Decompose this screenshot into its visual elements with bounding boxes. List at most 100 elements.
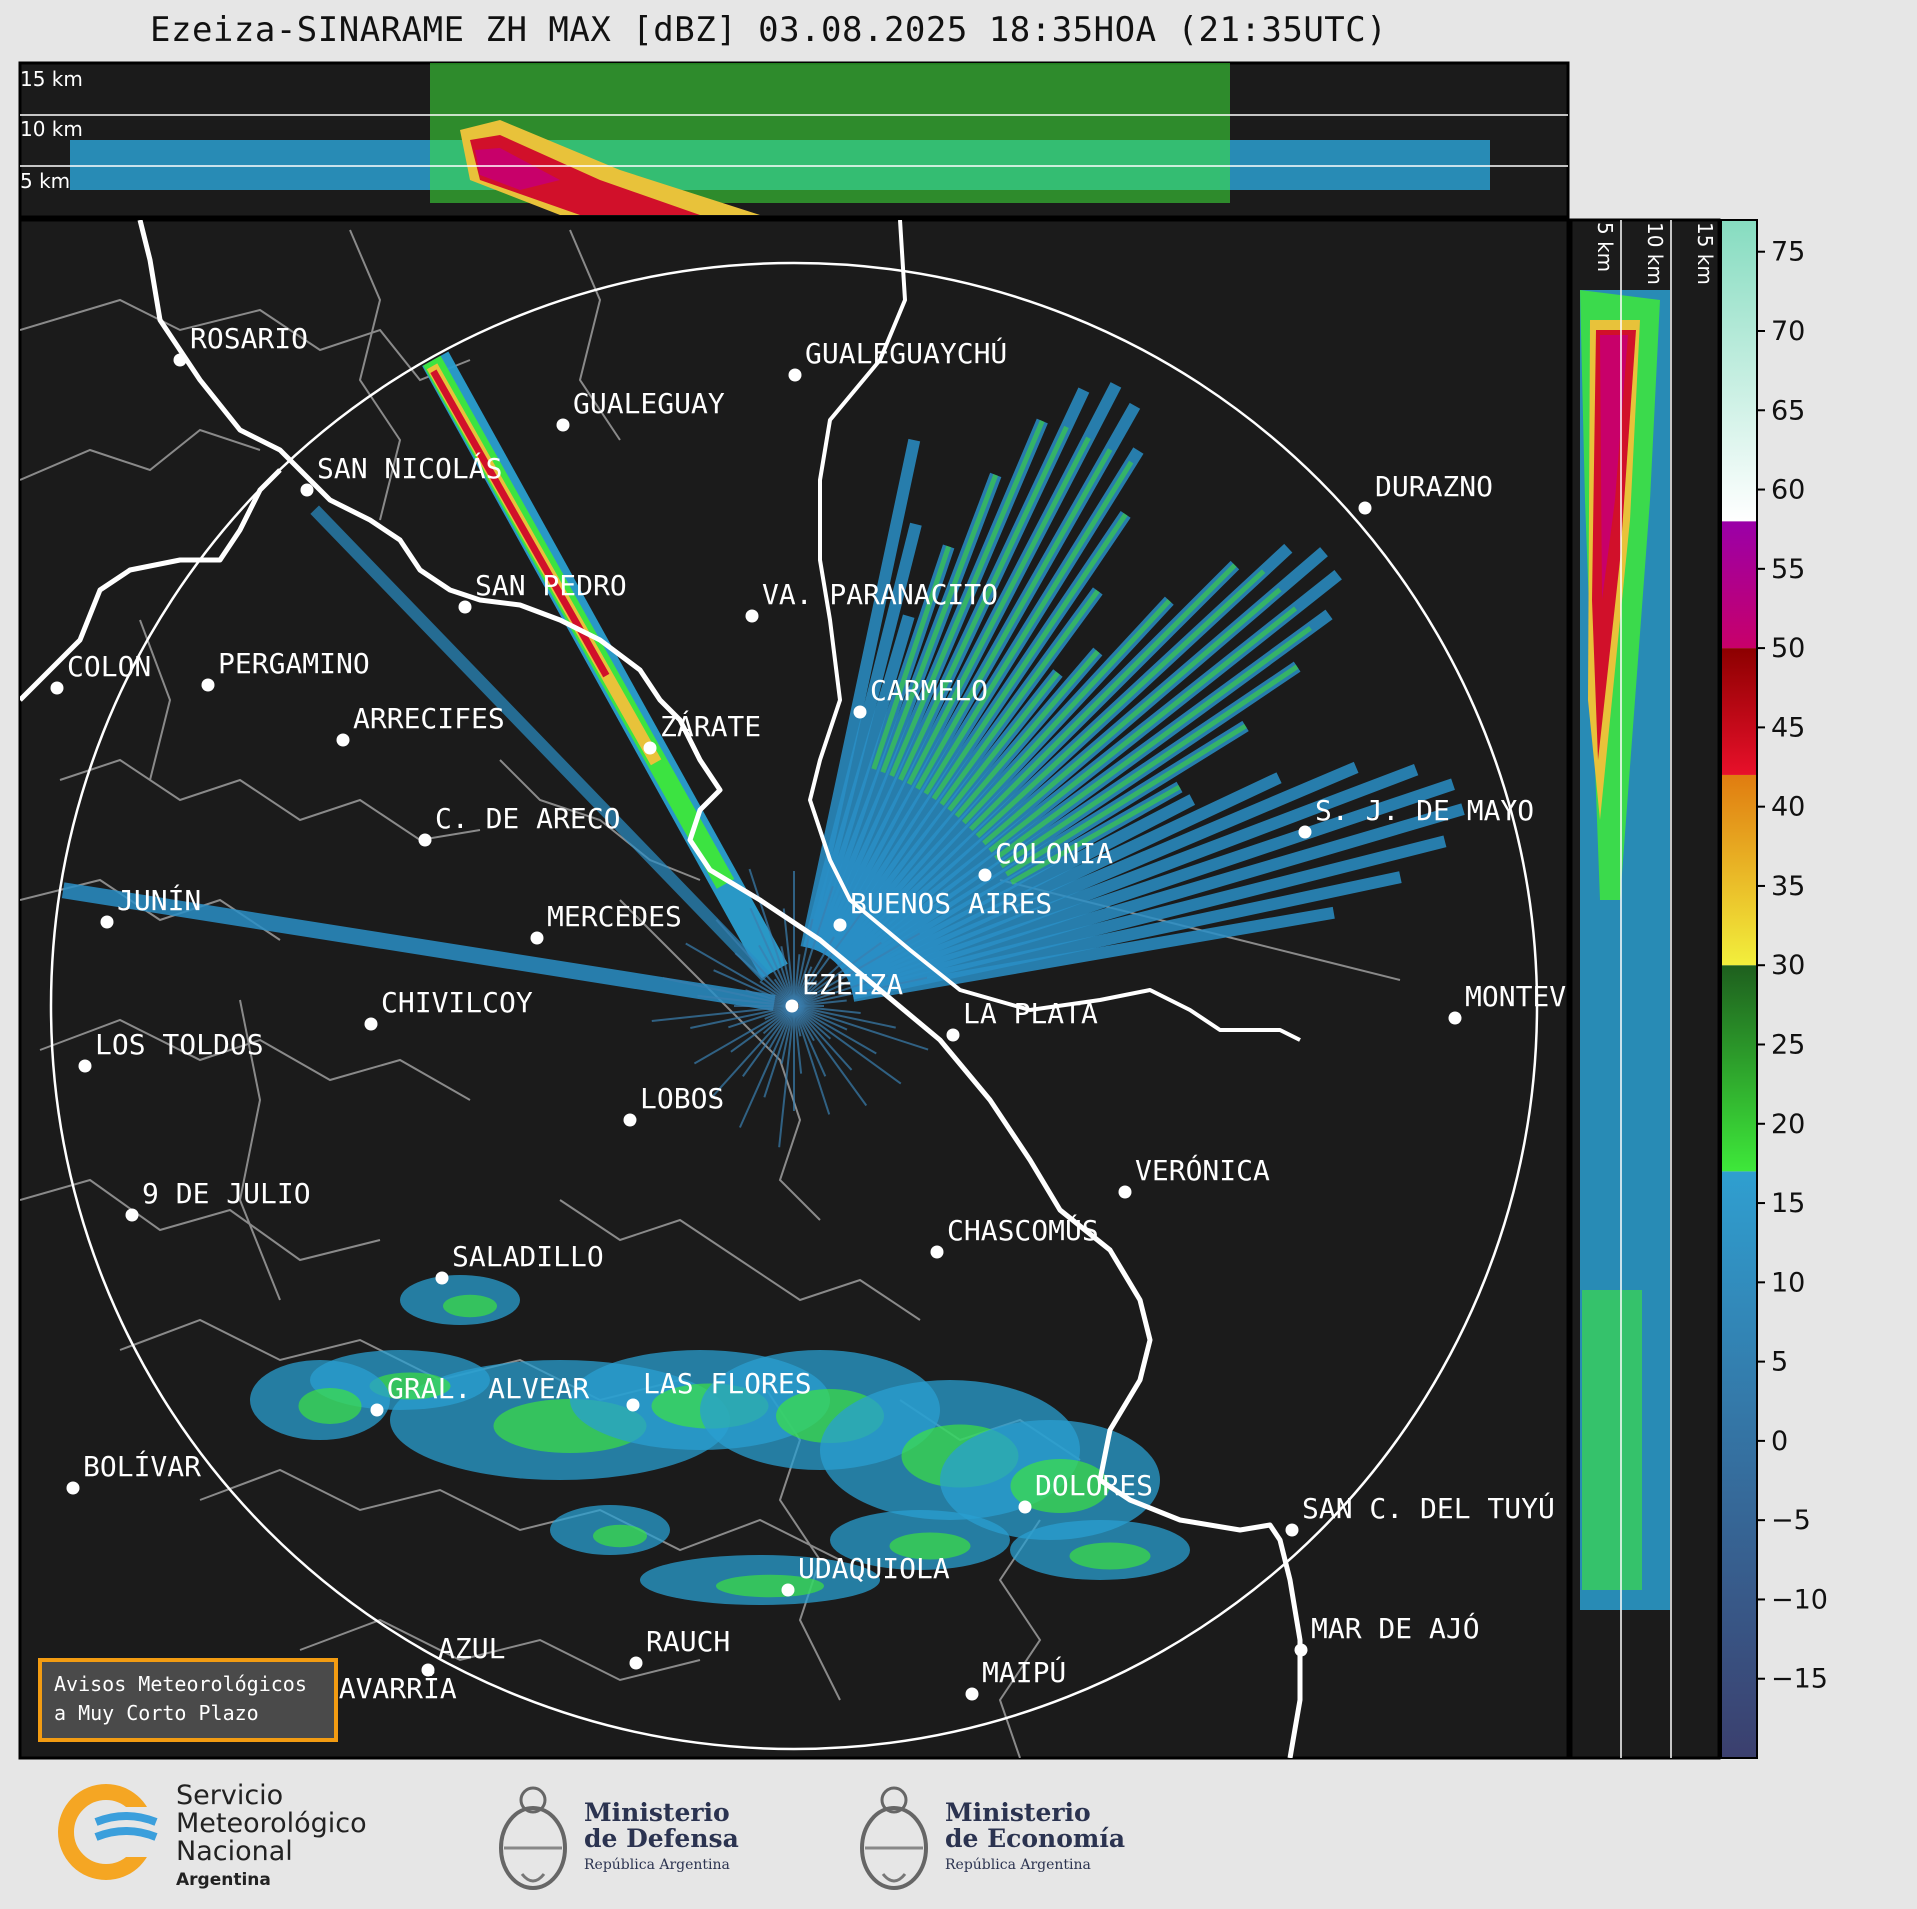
city-marker[interactable]: SALADILLO	[435, 1240, 604, 1285]
city-marker[interactable]: 9 DE JULIO	[125, 1177, 311, 1222]
smn-line2: Meteorológico	[176, 1808, 367, 1839]
city-label: AZUL	[438, 1632, 505, 1665]
city-dot	[418, 833, 432, 847]
city-layer: ROSARIO GUALEGUAYCHÚ GUALEGUAY SAN NICOLÁS D…	[50, 322, 1567, 1717]
echo-ray	[780, 946, 794, 1002]
city-marker[interactable]: UDAQUIOLA	[781, 1552, 950, 1597]
echo-ray	[798, 979, 852, 1005]
city-marker[interactable]: VERÓNICA	[1118, 1153, 1271, 1199]
city-marker[interactable]: ARRECIFES	[336, 702, 505, 747]
echo-ray	[693, 1007, 791, 1065]
echo-ray	[982, 587, 1282, 846]
city-marker[interactable]: CHASCOMÚS	[930, 1213, 1099, 1259]
city-marker[interactable]: SAN C. DEL TUYÚ	[1285, 1491, 1555, 1537]
echo-ray	[662, 977, 790, 1006]
city-marker[interactable]: MONTEV	[1448, 980, 1567, 1025]
smn-emblem-icon	[58, 1784, 166, 1880]
city-label: SALADILLO	[452, 1240, 604, 1273]
defensa-line2: de Defensa	[584, 1824, 739, 1853]
city-marker[interactable]: GUALEGUAYCHÚ	[788, 336, 1008, 382]
echo-ray	[798, 999, 847, 1007]
city-marker[interactable]: SAN PEDRO	[458, 569, 627, 614]
city-marker[interactable]: C. DE ARECO	[418, 802, 621, 847]
echo-ray	[923, 460, 1134, 795]
smn-line4: Argentina	[176, 1870, 271, 1890]
echo-ray	[796, 980, 818, 1003]
city-marker[interactable]: BOLÍVAR	[66, 1449, 202, 1495]
city-marker[interactable]: S. J. DE MAYO	[1298, 794, 1535, 839]
city-label: BUENOS AIRES	[850, 887, 1052, 920]
city-marker[interactable]: MAIPÚ	[965, 1655, 1067, 1701]
colorbar-tick-label: 65	[1771, 395, 1805, 426]
city-dot	[1294, 1643, 1308, 1657]
echo-ray	[798, 976, 928, 1006]
echo-core	[369, 1372, 451, 1400]
echo-ray	[947, 671, 1060, 812]
city-label: MERCEDES	[547, 900, 682, 933]
city-marker[interactable]: LOBOS	[623, 1082, 725, 1127]
echo-ray	[798, 1007, 848, 1031]
city-marker[interactable]: JUNÍN	[100, 883, 202, 929]
echo-ray	[690, 1006, 790, 1030]
city-marker[interactable]: LOS TOLDOS	[78, 1028, 264, 1073]
city-marker[interactable]: COLONIA	[978, 837, 1114, 882]
province-border	[559, 1199, 921, 1321]
city-dot	[556, 418, 570, 432]
city-marker[interactable]: DOLORES	[1018, 1469, 1154, 1514]
echo-ray	[939, 589, 1100, 806]
city-marker[interactable]: ROSARIO	[173, 322, 309, 367]
city-marker[interactable]: MERCEDES	[530, 900, 682, 945]
city-marker[interactable]: AZUL	[421, 1632, 506, 1677]
colorbar-tick-label: 75	[1771, 237, 1805, 268]
echo-ray	[915, 448, 1113, 790]
city-marker[interactable]: GUALEGUAY	[556, 387, 725, 432]
echo-ray	[759, 980, 791, 1004]
city-marker[interactable]: LAS FLORES	[626, 1367, 812, 1412]
colorbar-tick-label: 45	[1771, 712, 1805, 743]
colorbar-bands	[1721, 220, 1757, 1758]
city-marker[interactable]: LA PLATA	[946, 997, 1099, 1042]
city-marker[interactable]: SAN NICOLÁS	[300, 451, 503, 497]
city-marker[interactable]: RAUCH	[629, 1625, 731, 1670]
colorbar-band	[1721, 220, 1757, 522]
echo-core	[443, 1294, 497, 1318]
colorbar-tick-label: 5	[1771, 1347, 1788, 1378]
province-border	[569, 229, 621, 441]
echo-ray	[795, 1009, 815, 1042]
colorbar-tick-label: −15	[1771, 1664, 1828, 1695]
city-dot	[78, 1059, 92, 1073]
top-echo	[475, 148, 560, 190]
city-marker[interactable]: EZEIZA	[785, 968, 904, 1013]
echo-core	[889, 1532, 971, 1560]
city-marker[interactable]: DURAZNO	[1358, 470, 1494, 515]
echo-ray	[773, 978, 792, 1003]
echo-ray	[796, 910, 864, 1003]
echo-ray	[768, 1009, 793, 1050]
city-label: ROSARIO	[190, 322, 308, 355]
echo-ray	[762, 1008, 791, 1035]
province-border	[349, 229, 402, 521]
city-marker[interactable]: COLON	[50, 650, 152, 695]
city-marker[interactable]: PERGAMINO	[201, 647, 370, 692]
city-dot	[336, 733, 350, 747]
city-marker[interactable]: CARMELO	[853, 674, 989, 719]
city-dot	[364, 1017, 378, 1031]
top-alt-label-10: 10 km	[20, 117, 83, 141]
city-dot	[1358, 501, 1372, 515]
echo-ray	[795, 1010, 827, 1077]
city-marker[interactable]: BUENOS AIRES	[833, 887, 1053, 932]
notice-box[interactable]: Avisos Meteorológicos a Muy Corto Plazo	[38, 1658, 338, 1742]
city-dot	[629, 1656, 643, 1670]
city-marker[interactable]: ZÁRATE	[643, 709, 762, 755]
city-marker[interactable]: CHIVILCOY	[364, 986, 533, 1031]
echo-ray	[310, 505, 771, 982]
top-altitude-panel: 15 km 10 km 5 km	[18, 61, 1570, 219]
side-panel-echoes	[1580, 290, 1670, 1610]
city-dot	[623, 1113, 637, 1127]
economia-line1: Ministerio	[945, 1798, 1091, 1827]
city-marker[interactable]: MAR DE AJÓ	[1294, 1611, 1480, 1657]
city-marker[interactable]: VA. PARANACITO	[745, 578, 999, 623]
colorbar-frame	[1720, 219, 1758, 1759]
map-panel: ROSARIO GUALEGUAYCHÚ GUALEGUAY SAN NICOLÁS D…	[18, 218, 1570, 1760]
city-marker[interactable]: GRAL. ALVEAR	[370, 1372, 590, 1417]
